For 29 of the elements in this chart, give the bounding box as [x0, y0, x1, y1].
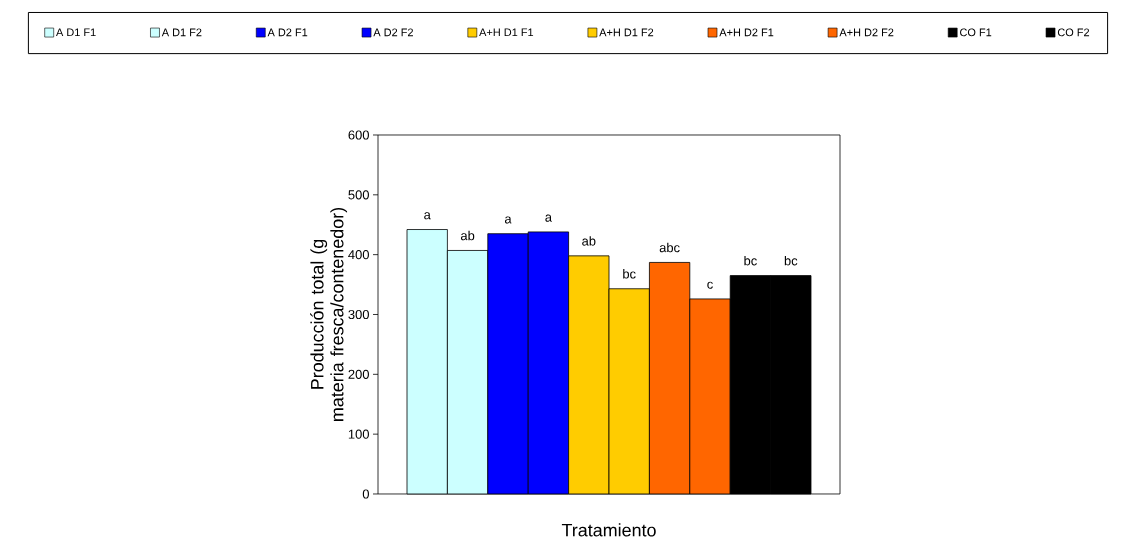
legend-label: A+H D2 F1 — [719, 28, 774, 37]
legend-label: A D1 F2 — [161, 28, 202, 37]
y-axis-title: Producción total (g materia fresca/contenedor) — [310, 207, 348, 421]
legend-label: A D2 F2 — [373, 28, 413, 37]
annotation: bc — [744, 255, 757, 266]
legend-label: CO F2 — [1057, 28, 1090, 37]
annotation: a — [545, 214, 553, 222]
annotation: bc — [784, 255, 798, 266]
annotation: c — [707, 281, 713, 289]
annotation: a — [424, 212, 431, 220]
legend-label: A+H D2 F2 — [839, 28, 894, 37]
y-tick-label: 100 — [348, 429, 369, 439]
annotation: abc — [659, 242, 680, 253]
legend-label: CO F1 — [960, 28, 992, 37]
annotation: a — [504, 216, 512, 224]
y-tick-label: 600 — [348, 130, 369, 140]
legend-label: A D2 F1 — [267, 28, 308, 37]
y-tick-label: 0 — [362, 489, 369, 499]
legend-label: A D1 F1 — [56, 28, 96, 37]
legend-label: A+H D1 F2 — [599, 28, 654, 37]
legend-label: A+H D1 F1 — [479, 28, 534, 37]
y-tick-label: 200 — [348, 369, 369, 379]
annotation: ab — [582, 236, 596, 246]
y-tick-label: 500 — [348, 190, 369, 200]
annotation: bc — [623, 269, 636, 279]
y-tick-label: 400 — [348, 250, 369, 260]
annotation: ab — [460, 230, 475, 241]
y-tick-label: 300 — [348, 309, 369, 320]
x-axis-title: Tratamiento — [561, 523, 656, 537]
